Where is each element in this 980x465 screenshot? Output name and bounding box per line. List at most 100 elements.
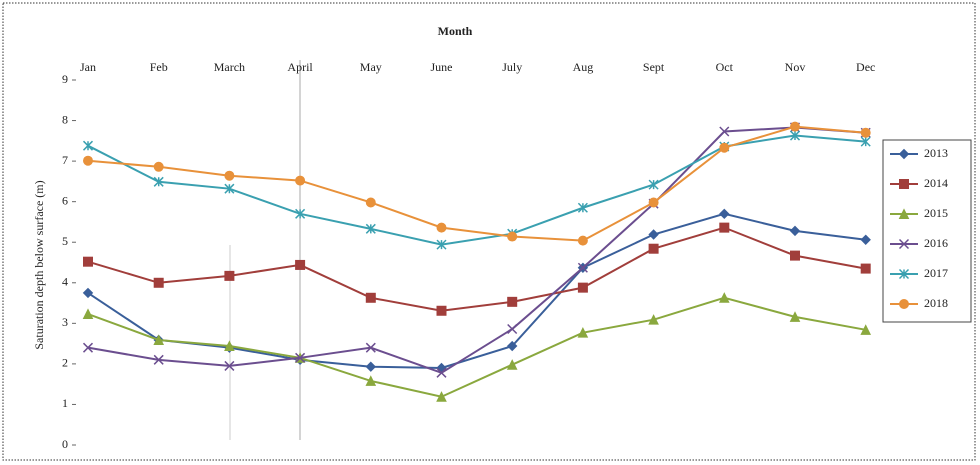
marker xyxy=(648,197,659,208)
x-tick-label: Oct xyxy=(716,60,734,74)
y-tick-label: 2 xyxy=(62,356,68,370)
marker xyxy=(365,342,376,353)
y-tick-label: 4 xyxy=(62,275,68,289)
marker xyxy=(507,296,518,307)
marker xyxy=(436,222,447,233)
x-tick-label: June xyxy=(431,60,453,74)
marker xyxy=(83,256,93,267)
marker xyxy=(790,250,800,261)
legend-label: 2013 xyxy=(924,146,948,160)
marker xyxy=(224,270,235,281)
x-axis-title: Month xyxy=(438,24,473,38)
legend-marker xyxy=(899,179,909,189)
legend-marker xyxy=(899,299,909,309)
marker xyxy=(860,263,871,274)
marker xyxy=(153,354,164,365)
marker xyxy=(789,311,801,322)
marker xyxy=(224,340,235,352)
marker xyxy=(153,277,164,288)
marker xyxy=(577,235,588,246)
legend-label: 2016 xyxy=(924,236,948,250)
x-tick-label: April xyxy=(287,60,313,74)
marker xyxy=(860,136,871,147)
x-tick-label: Dec xyxy=(856,60,875,74)
y-tick-label: 5 xyxy=(62,234,68,248)
legend-marker xyxy=(898,148,910,160)
marker xyxy=(860,324,872,335)
legend-marker xyxy=(898,208,910,219)
marker xyxy=(719,142,730,153)
marker xyxy=(507,323,518,335)
marker xyxy=(577,202,588,213)
y-tick-label: 7 xyxy=(62,153,68,167)
marker xyxy=(718,292,730,303)
marker xyxy=(365,292,376,303)
legend-marker xyxy=(898,238,910,250)
x-tick-label: Nov xyxy=(785,60,806,74)
marker xyxy=(719,222,730,233)
x-tick-label: July xyxy=(502,60,522,74)
marker xyxy=(436,391,447,402)
marker xyxy=(365,375,377,386)
marker xyxy=(577,327,589,338)
marker xyxy=(577,282,588,293)
legend-label: 2014 xyxy=(924,176,948,190)
x-tick-label: Aug xyxy=(573,60,594,74)
legend-label: 2015 xyxy=(924,206,948,220)
series-line xyxy=(87,296,866,398)
marker xyxy=(648,229,659,240)
marker xyxy=(507,231,518,242)
y-tick-label: 3 xyxy=(62,315,68,329)
marker xyxy=(790,121,800,132)
marker xyxy=(295,352,306,363)
marker xyxy=(365,361,377,372)
y-axis-title: Saturation depth below surface (m) xyxy=(32,180,46,349)
series-line xyxy=(87,212,866,369)
x-tick-label: Sept xyxy=(643,60,665,74)
marker xyxy=(83,155,93,166)
legend-marker xyxy=(898,268,910,280)
x-tick-label: May xyxy=(360,60,382,74)
y-tick-label: 9 xyxy=(62,72,68,86)
marker xyxy=(789,130,801,141)
marker xyxy=(82,342,94,353)
marker xyxy=(436,305,447,316)
marker xyxy=(719,126,730,137)
marker xyxy=(224,360,235,371)
marker xyxy=(860,127,871,138)
marker xyxy=(506,340,518,352)
y-tick-label: 1 xyxy=(62,396,68,410)
marker xyxy=(153,334,165,345)
marker xyxy=(82,287,94,299)
marker xyxy=(295,259,306,270)
marker xyxy=(577,262,588,273)
x-tick-label: Feb xyxy=(150,60,168,74)
y-tick-label: 6 xyxy=(62,193,68,207)
legend xyxy=(882,139,972,323)
marker xyxy=(860,234,871,245)
y-tick-label: 0 xyxy=(62,437,68,451)
marker xyxy=(365,223,376,234)
marker xyxy=(153,176,164,187)
y-tick-label: 8 xyxy=(62,112,68,126)
series-line xyxy=(87,126,866,374)
marker xyxy=(648,179,659,190)
marker xyxy=(436,239,447,250)
marker xyxy=(719,208,730,220)
legend-label: 2018 xyxy=(924,296,948,310)
marker xyxy=(224,170,235,181)
marker xyxy=(295,175,306,186)
x-tick-label: Jan xyxy=(80,60,96,74)
marker xyxy=(224,183,235,194)
x-tick-label: March xyxy=(214,60,245,74)
series-line xyxy=(87,226,866,312)
marker xyxy=(648,243,659,254)
series-line xyxy=(87,125,866,242)
marker xyxy=(436,367,447,378)
marker xyxy=(295,208,306,219)
legend-label: 2017 xyxy=(924,266,948,280)
marker xyxy=(648,314,659,325)
marker xyxy=(506,359,518,370)
